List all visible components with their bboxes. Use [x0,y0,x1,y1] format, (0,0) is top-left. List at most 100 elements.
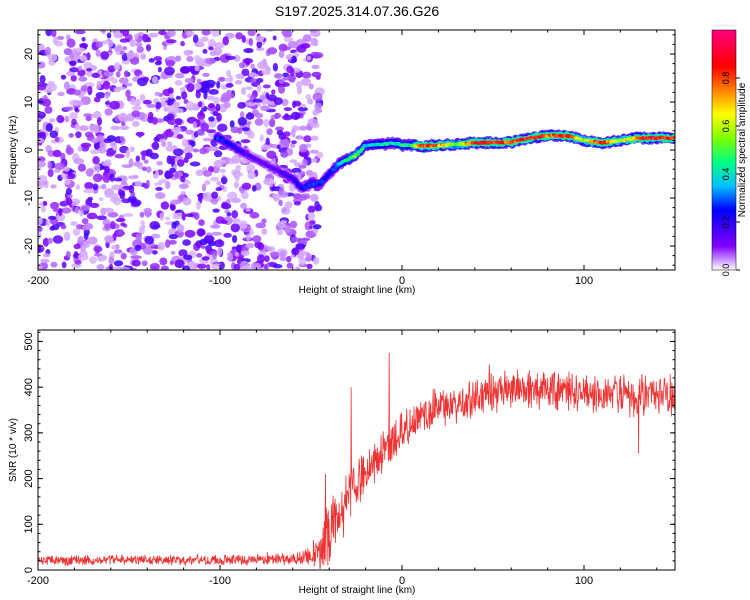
noise-blob [197,101,203,108]
noise-blob [202,170,212,177]
noise-blob [173,106,180,114]
noise-blob [265,137,270,146]
noise-blob [50,201,60,210]
noise-blob [71,118,77,125]
noise-blob [113,260,124,267]
noise-blob [143,183,149,189]
noise-blob [247,171,256,180]
noise-blob [164,66,175,76]
noise-blob [314,102,322,111]
noise-blob [229,120,235,128]
noise-blob [208,116,215,122]
noise-blob [169,93,174,99]
noise-blob [69,99,79,106]
noise-blob [282,72,290,78]
noise-blob [289,159,298,164]
noise-blob [198,219,205,227]
noise-blob [79,244,87,252]
noise-blob [133,161,141,167]
noise-blob [290,236,299,243]
noise-blob [69,112,78,120]
noise-blob [46,218,51,227]
noise-blob [278,133,287,140]
noise-blob [297,106,308,112]
noise-blob [131,259,141,267]
noise-blob [108,39,114,48]
y-tick-label: -20 [23,238,35,254]
noise-blob [251,185,257,192]
noise-blob [261,218,267,224]
noise-blob [211,30,220,37]
noise-blob [279,250,287,259]
noise-blob [295,243,306,250]
noise-blob [155,101,162,110]
noise-blob [169,260,175,266]
noise-blob [301,158,308,167]
noise-blob [104,91,112,96]
noise-blob [236,244,241,254]
noise-blob [140,53,147,60]
noise-blob [205,57,216,65]
noise-blob [196,228,205,237]
noise-blob [134,180,143,187]
noise-blob [113,177,123,182]
noise-blob [287,40,298,49]
noise-blob [153,56,162,61]
noise-blob [240,139,251,144]
noise-blob [42,237,50,247]
noise-blob [208,46,214,51]
noise-blob [287,74,296,83]
noise-blob [286,262,294,269]
noise-blob [281,46,292,51]
noise-blob [298,257,307,266]
noise-blob [295,266,300,270]
noise-blob [163,45,167,51]
noise-blob [66,144,72,154]
noise-blob [206,95,216,101]
noise-blob [119,50,125,56]
noise-blob [48,215,57,220]
noise-blob [54,136,60,142]
noise-blob [98,197,104,202]
noise-blob [277,229,284,236]
noise-blob [196,253,203,258]
noise-blob [151,141,160,151]
noise-blob [225,82,234,88]
noise-blob [280,220,288,224]
colorbar-tick-label: 0.4 [721,168,731,181]
noise-blob [235,32,244,40]
noise-blob [313,52,324,59]
noise-blob [282,76,290,81]
noise-blob [201,183,207,192]
noise-blob [200,245,206,249]
noise-blob [63,81,70,90]
noise-blob [178,183,189,189]
noise-blob [198,84,210,94]
noise-blob [159,212,165,221]
noise-blob [105,101,110,105]
noise-blob [143,207,152,214]
noise-blob [160,265,169,270]
noise-blob [92,156,100,165]
noise-blob [185,30,195,37]
colorbar-tick-label: 0.0 [721,264,731,277]
noise-blob [46,83,57,92]
noise-blob [109,212,119,217]
colorbar-tick-label: 0.2 [721,216,731,229]
noise-blob [201,80,210,86]
noise-blob [229,93,235,99]
noise-blob [164,171,174,179]
noise-blob [194,55,200,61]
noise-blob [38,84,47,91]
noise-blob [266,246,276,252]
noise-blob [101,183,107,190]
noise-blob [113,32,124,38]
noise-blob [226,69,232,78]
noise-blob [289,68,295,77]
noise-blob [196,263,207,269]
noise-blob [175,55,182,62]
noise-blob [241,87,246,96]
snr-line [38,352,675,569]
noise-blob [237,102,247,109]
noise-blob [92,173,103,183]
